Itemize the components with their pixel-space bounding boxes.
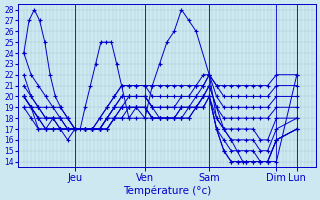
X-axis label: Température (°c): Température (°c) (123, 185, 211, 196)
